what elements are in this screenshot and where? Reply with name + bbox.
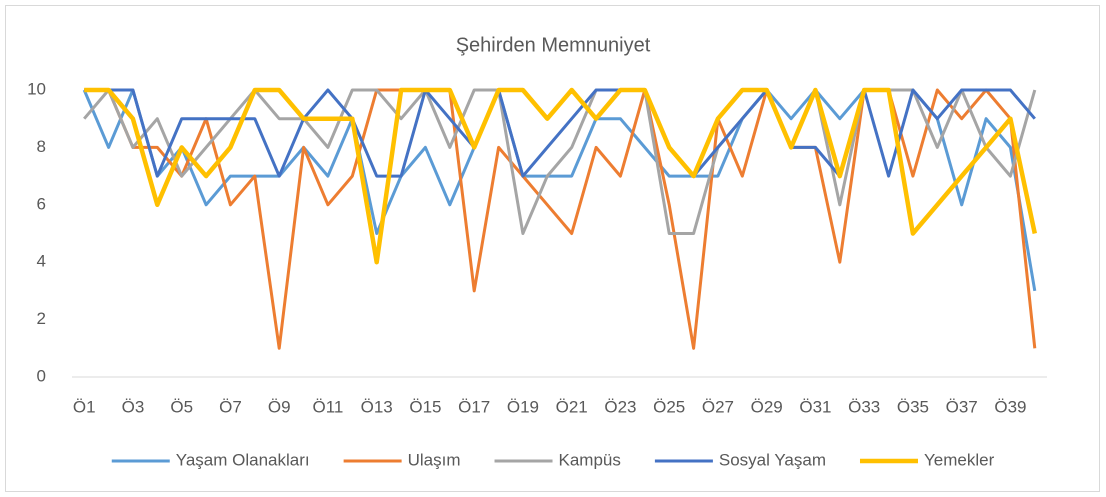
x-tick-label: Ö5: [170, 397, 193, 416]
legend-item: Yemekler: [859, 450, 995, 469]
legend-item: Ulaşım: [343, 450, 461, 469]
y-tick-label: 0: [37, 366, 46, 385]
legend-item: Kampüs: [494, 450, 621, 469]
x-tick-label: Ö25: [653, 397, 685, 416]
x-tick-label: Ö29: [751, 397, 783, 416]
x-tick-label: Ö17: [458, 397, 490, 416]
legend-label: Kampüs: [559, 450, 621, 469]
chart-title: Şehirden Memnuniyet: [456, 34, 651, 56]
x-tick-label: Ö31: [799, 397, 831, 416]
x-tick-label: Ö13: [361, 397, 393, 416]
x-tick-label: Ö7: [219, 397, 242, 416]
legend-label: Ulaşım: [408, 450, 461, 469]
legend-label: Yemekler: [924, 450, 995, 469]
y-tick-label: 4: [37, 252, 46, 271]
legend-label: Sosyal Yaşam: [719, 450, 826, 469]
series-line: [84, 87, 1038, 265]
chart-border: [5, 5, 1100, 492]
legend-item: Yaşam Olanakları: [111, 450, 310, 469]
y-tick-label: 6: [37, 194, 46, 213]
x-tick-label: Ö21: [556, 397, 588, 416]
x-tick-label: Ö15: [409, 397, 441, 416]
y-tick-label: 10: [27, 79, 46, 98]
y-tick-label: 2: [37, 309, 46, 328]
x-tick-label: Ö35: [897, 397, 929, 416]
x-tick-label: Ö33: [848, 397, 880, 416]
x-tick-label: Ö1: [73, 397, 96, 416]
x-tick-label: Ö23: [604, 397, 636, 416]
x-tick-label: Ö37: [946, 397, 978, 416]
x-tick-label: Ö3: [122, 397, 145, 416]
x-tick-label: Ö11: [313, 397, 344, 416]
x-tick-label: Ö19: [507, 397, 539, 416]
x-tick-label: Ö27: [702, 397, 734, 416]
legend-label: Yaşam Olanakları: [176, 450, 310, 469]
x-tick-label: Ö39: [994, 397, 1026, 416]
legend-item: Sosyal Yaşam: [654, 450, 826, 469]
x-tick-label: Ö9: [268, 397, 291, 416]
y-tick-label: 8: [37, 137, 46, 156]
